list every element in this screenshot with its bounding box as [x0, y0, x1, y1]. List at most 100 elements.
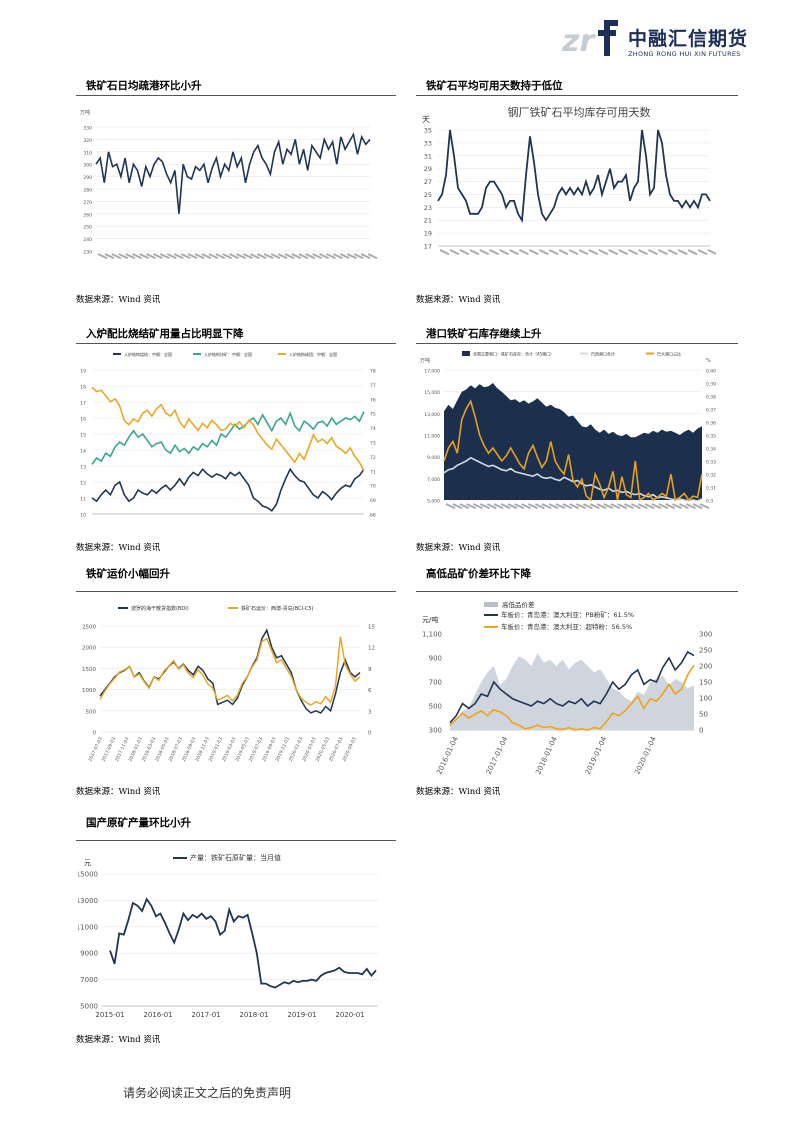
c3-legend-0-label: 入炉结构烧结：中钢：全国 [124, 351, 172, 357]
logo-english-name: ZHONG RONG HUI XIN FUTURES [628, 50, 741, 58]
c2-xtick-12 [558, 249, 569, 256]
c1-xtick-31 [312, 253, 323, 260]
chart-freight: 波罗的海干散货指数(BDI) 铁矿石运价：西澳-青岛(BCI-C5) 0 500 100… [82, 605, 375, 763]
c1-ytick-1: 240 [83, 237, 92, 243]
c2-ytick-8: 33 [424, 139, 432, 147]
c2-xtick-21 [648, 249, 658, 256]
c4-xtick-22 [596, 503, 607, 510]
c6-ytick-right-4: 200 [699, 663, 712, 671]
c4-ytick-left-1: 7,000 [427, 477, 440, 483]
c1-ytick-2: 250 [83, 225, 92, 231]
c4-ytick-right-0: 0.3 [706, 499, 713, 505]
logo-chinese-name: 中融汇信期货 [628, 28, 749, 50]
c2-xtick-23 [667, 249, 678, 256]
c1-xtick-22 [249, 253, 260, 260]
section-rule-3 [76, 343, 396, 344]
c3-ytick-left-5: 15 [80, 433, 86, 439]
c4-xtick-37 [699, 503, 710, 510]
c1-xtick-39 [367, 253, 378, 260]
c1-xtick-32 [319, 253, 330, 260]
c4-xtick-21 [589, 503, 600, 510]
c2-xtick-7 [509, 249, 519, 256]
c2-ytick-1: 19 [424, 230, 432, 238]
c2-series-line [437, 129, 711, 223]
section-title-2: 铁矿石平均可用天数持于低位 [426, 80, 563, 92]
c7-xtick-5: 2020-01 [335, 1011, 364, 1019]
c1-ytick-3: 260 [83, 212, 92, 218]
c6-ytick-left-1: 500 [429, 703, 442, 711]
section-rule-7 [76, 840, 396, 841]
c6-xtick-4: 2020-01-04 [633, 735, 658, 776]
section-rule-1 [76, 95, 396, 96]
c1-xtick-10 [166, 253, 177, 260]
c4-xtick-32 [665, 503, 676, 510]
c2-xtick-14 [578, 249, 589, 256]
source-2: 数据来源：Wind 资讯 [416, 295, 501, 305]
c4-xtick-23 [603, 503, 614, 510]
c7-ytick-1: 7000 [80, 976, 98, 984]
c1-xtick-33 [326, 253, 336, 260]
chart-port-evacuation: 万吨 230 240 250 260 270 280 290 300 310 320 330 [80, 109, 378, 260]
c3-ytick-left-0: 10 [80, 513, 86, 519]
c1-xtick-6 [139, 253, 150, 260]
c1-xtick-28 [291, 253, 302, 260]
c6-xtick-2: 2018-01-04 [534, 735, 559, 776]
c4-xtick-29 [644, 503, 655, 510]
c6-ytick-right-1: 50 [699, 711, 708, 719]
c3-ytick-left-7: 17 [80, 401, 86, 407]
c1-xtick-19 [229, 253, 240, 260]
c1-ytick-4: 270 [83, 200, 92, 206]
c3-series-1 [91, 410, 365, 465]
c4-xtick-3 [466, 503, 477, 510]
c2-xtick-26 [697, 249, 708, 256]
c2-unit: 天 [422, 115, 430, 124]
c4-xtick-16 [555, 503, 566, 510]
c5-ytick-right-3: 9 [368, 667, 372, 673]
c1-xtick-2 [111, 253, 122, 260]
c2-xtick-6 [499, 249, 510, 256]
c6-legend-0-swatch [484, 602, 498, 607]
c4-xtick-11 [521, 503, 531, 510]
c2-ytick-0: 17 [424, 243, 432, 251]
c4-line-ratio [443, 399, 703, 502]
section-rule-5 [76, 591, 396, 592]
section-title-3: 入炉配比烧结矿用量占比明显下降 [86, 328, 244, 340]
section-title-1: 铁矿石日均疏港环比小升 [86, 80, 202, 92]
c2-ytick-6: 29 [424, 165, 432, 173]
c7-ytick-0: 5000 [80, 1003, 98, 1011]
c4-ytick-right-4: 0.34 [706, 447, 716, 453]
c4-ytick-right-8: 0.38 [706, 395, 716, 401]
c5-legend-1-label: 铁矿石运价：西澳-青岛(BCI-C5) [241, 605, 314, 612]
c4-ytick-right-5: 0.35 [706, 434, 716, 440]
c1-ytick-9: 320 [83, 138, 92, 144]
c4-ytick-right-3: 0.33 [706, 460, 716, 466]
c4-area-total [444, 383, 702, 500]
c2-xtick-2 [459, 249, 470, 256]
c4-ytick-left-6: 17,000 [424, 369, 440, 375]
c4-legend-0-swatch [462, 351, 470, 356]
c7-legend-0-label: 产量：铁矿石原矿量：当月值 [190, 853, 281, 862]
c1-xtick-15 [201, 253, 212, 260]
c7-xtick-0: 2015-01 [95, 1011, 124, 1019]
c3-ytick-left-3: 13 [80, 465, 86, 471]
c5-ytick-right-0: 0 [368, 731, 372, 737]
c5-series-1 [99, 636, 361, 706]
c4-ytick-right-10: 0.40 [706, 369, 716, 375]
c1-xtick-0 [97, 253, 108, 260]
chart-furnace-structure: 入炉结构烧结：中钢：全国 入炉结构块矿：中钢：全国 入炉结构球团：中钢：全国 10 11… [80, 351, 376, 519]
c2-xtick-19 [628, 249, 639, 256]
c1-xtick-37 [353, 253, 364, 260]
c1-xtick-35 [339, 253, 350, 260]
c6-line-super [449, 664, 695, 731]
c5-ytick-left-5: 2500 [82, 625, 96, 631]
c1-xtick-13 [187, 253, 198, 260]
c7-xtick-3: 2018-01 [239, 1011, 268, 1019]
c6-ytick-right-2: 100 [699, 695, 712, 703]
c6-legend-2-label: 车板价：青岛港：澳大利亚：超特粉：56.5% [501, 622, 632, 631]
c2-ytick-2: 21 [424, 217, 432, 225]
c4-xtick-9 [507, 503, 518, 510]
c1-xtick-9 [159, 253, 170, 260]
c3-ytick-left-8: 18 [80, 385, 86, 391]
section-title-5: 铁矿运价小幅回升 [86, 568, 170, 580]
source-1: 数据来源：Wind 资讯 [76, 295, 161, 305]
